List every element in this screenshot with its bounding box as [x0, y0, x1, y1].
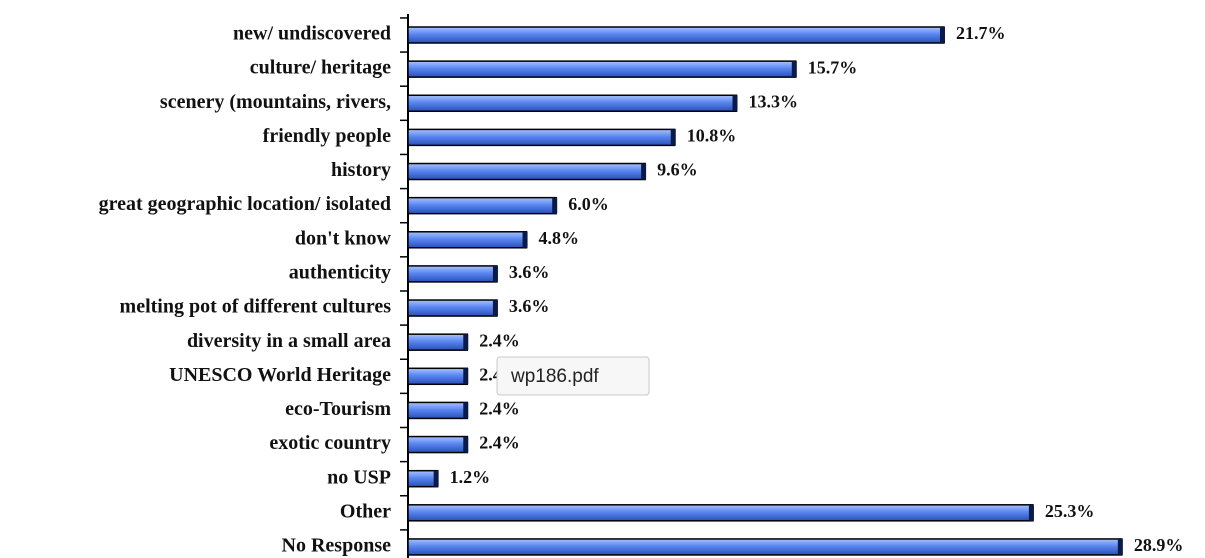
- bar: [407, 469, 439, 488]
- category-label: scenery (mountains, rivers,: [160, 91, 391, 113]
- value-label: 6.0%: [568, 194, 609, 214]
- value-label: 10.8%: [687, 126, 737, 146]
- bar: [407, 538, 1123, 556]
- value-label: 3.6%: [509, 296, 550, 316]
- bar-end: [641, 163, 647, 180]
- value-label: 1.2%: [450, 467, 491, 487]
- bar-end: [492, 300, 498, 317]
- bar-body: [407, 538, 1123, 556]
- bar-end: [732, 95, 738, 112]
- value-label: 25.3%: [1045, 501, 1095, 521]
- category-label: melting pot of different cultures: [120, 296, 392, 318]
- value-label: 2.4%: [479, 399, 520, 419]
- bar-body: [407, 299, 498, 317]
- tooltip-box: [496, 356, 650, 396]
- category-label: friendly people: [263, 125, 391, 147]
- bar-body: [407, 26, 945, 44]
- bar-body: [407, 128, 676, 147]
- bar-body: [407, 162, 646, 181]
- bar: [407, 26, 945, 44]
- category-label: history: [331, 159, 391, 181]
- bar-body: [407, 196, 557, 215]
- bar-end: [1028, 504, 1034, 521]
- value-label: 9.6%: [657, 160, 698, 180]
- bar: [407, 128, 676, 147]
- bar-body: [407, 435, 469, 454]
- bar: [407, 299, 498, 317]
- value-label: 4.8%: [539, 228, 580, 248]
- value-label: 28.9%: [1134, 535, 1184, 555]
- bar-body: [407, 265, 498, 283]
- category-label: authenticity: [289, 262, 391, 284]
- category-label: great geographic location/ isolated: [99, 193, 391, 215]
- bar: [407, 60, 797, 78]
- value-label: 21.7%: [956, 23, 1006, 43]
- bar-body: [407, 367, 469, 386]
- bar: [407, 231, 528, 249]
- category-label: exotic country: [269, 432, 391, 454]
- category-label: diversity in a small area: [187, 330, 391, 352]
- bar-end: [791, 61, 797, 78]
- value-label: 2.4%: [479, 330, 520, 350]
- category-label: eco-Tourism: [285, 398, 391, 420]
- bar: [407, 367, 469, 386]
- category-label: new/ undiscovered: [233, 23, 391, 45]
- bar-end: [463, 436, 469, 453]
- value-label: 15.7%: [808, 57, 858, 77]
- bar-end: [670, 129, 676, 146]
- value-label: 3.6%: [509, 262, 550, 282]
- bar: [407, 333, 469, 351]
- category-label: culture/ heritage: [250, 57, 391, 79]
- category-label: UNESCO World Heritage: [169, 364, 391, 386]
- value-label: 2.4%: [479, 433, 520, 453]
- bar-end: [463, 334, 469, 351]
- bar-body: [407, 333, 469, 351]
- category-label: Other: [340, 500, 391, 522]
- bar-end: [433, 470, 439, 487]
- bar-body: [407, 401, 469, 420]
- bar-end: [492, 265, 498, 282]
- bar-end: [522, 231, 528, 248]
- bar: [407, 435, 469, 454]
- tooltip-text: wp186.pdf: [510, 366, 599, 387]
- category-label: don't know: [295, 227, 392, 249]
- bar-body: [407, 469, 439, 488]
- tooltip: wp186.pdf: [496, 356, 650, 396]
- category-label: no USP: [327, 466, 391, 488]
- bar-end: [939, 27, 945, 43]
- bar: [407, 265, 498, 283]
- bar-end: [463, 368, 469, 385]
- bar-body: [407, 60, 797, 78]
- bar: [407, 504, 1034, 522]
- bar: [407, 196, 558, 215]
- bar: [407, 401, 469, 420]
- bar-end: [463, 402, 469, 419]
- bar-body: [407, 94, 738, 113]
- bar-body: [407, 231, 528, 249]
- bar: [407, 94, 738, 113]
- bar: [407, 162, 647, 181]
- value-label: 13.3%: [749, 91, 799, 111]
- category-label: No Response: [282, 535, 392, 557]
- bar-end: [1117, 538, 1123, 555]
- bar-body: [407, 504, 1034, 522]
- bar-end: [552, 197, 558, 214]
